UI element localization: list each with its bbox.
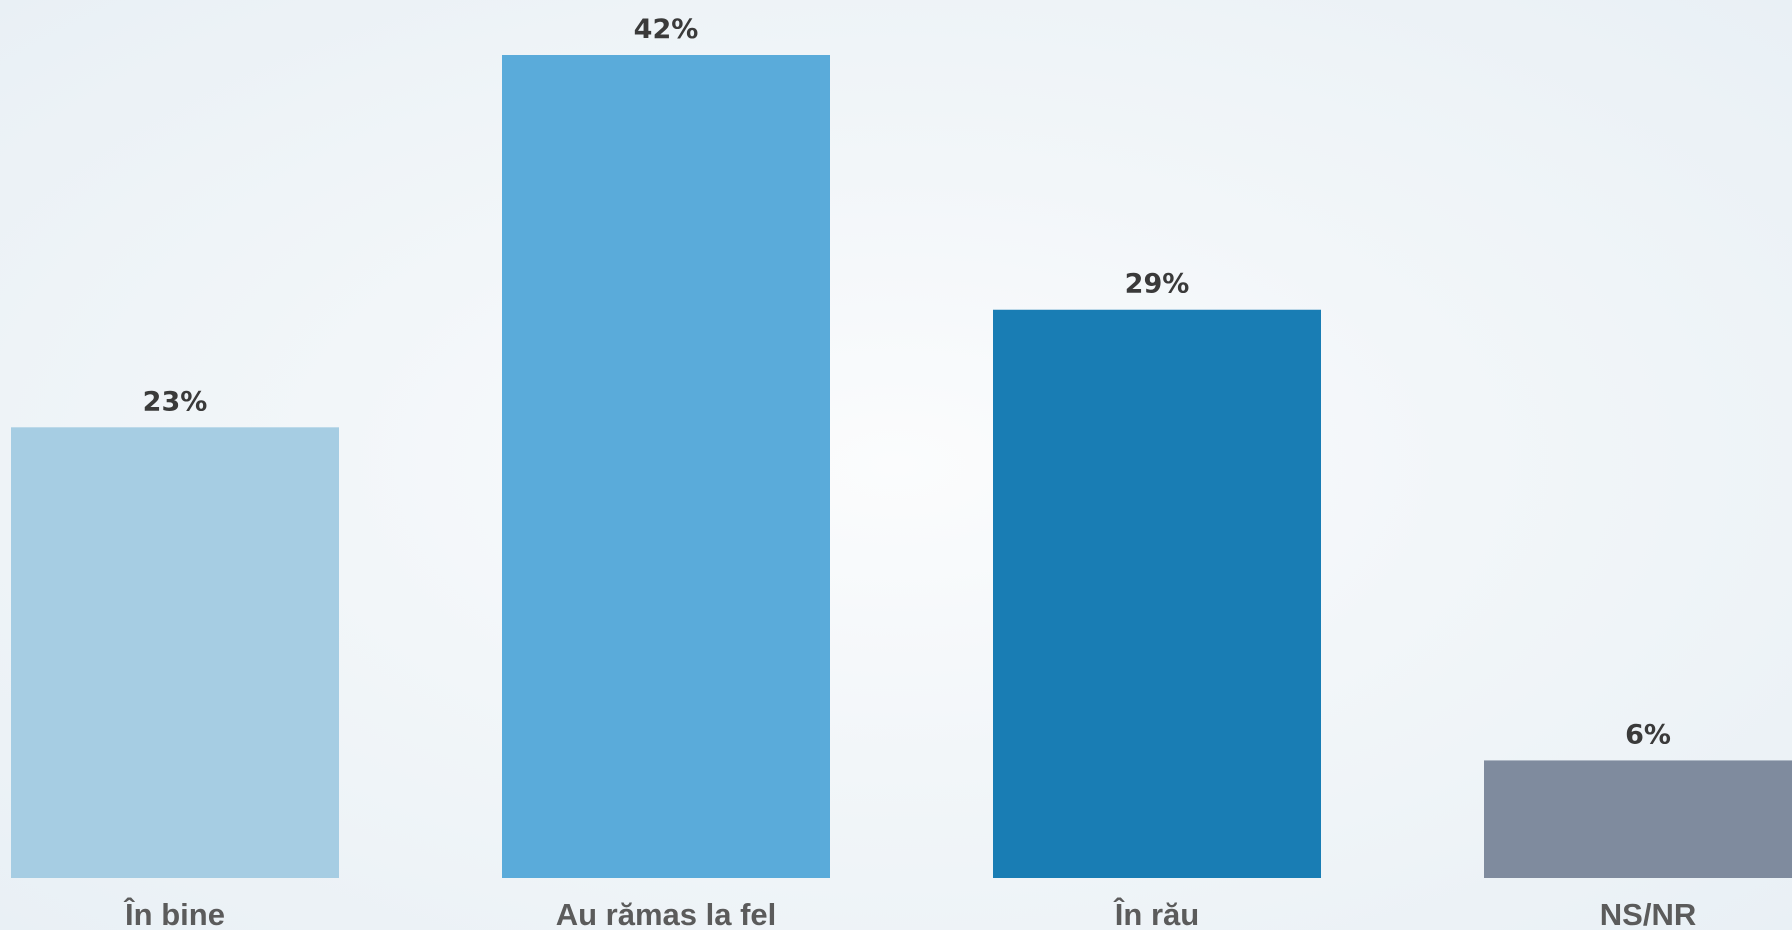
- value-label-in-rau: 29%: [1125, 269, 1190, 300]
- bar-in-rau: [993, 309, 1321, 878]
- bars-layer: [11, 55, 1792, 878]
- category-label-in-rau: În rău: [1113, 896, 1199, 930]
- category-labels-layer: În bine Au rămas la fel În rău NS/NR: [123, 896, 1696, 930]
- category-label-au-ramas-la-fel: Au rămas la fel: [556, 897, 777, 930]
- value-label-au-ramas-la-fel: 42%: [634, 14, 699, 45]
- category-label-ns-nr: NS/NR: [1600, 897, 1696, 930]
- bar-in-bine: [11, 427, 339, 878]
- value-label-ns-nr: 6%: [1625, 719, 1671, 750]
- bar-ns-nr: [1484, 760, 1792, 878]
- category-label-in-bine: În bine: [123, 896, 225, 930]
- value-labels-layer: 23% 42% 29% 6%: [143, 14, 1671, 750]
- value-label-in-bine: 23%: [143, 386, 208, 417]
- bar-au-ramas-la-fel: [502, 55, 830, 878]
